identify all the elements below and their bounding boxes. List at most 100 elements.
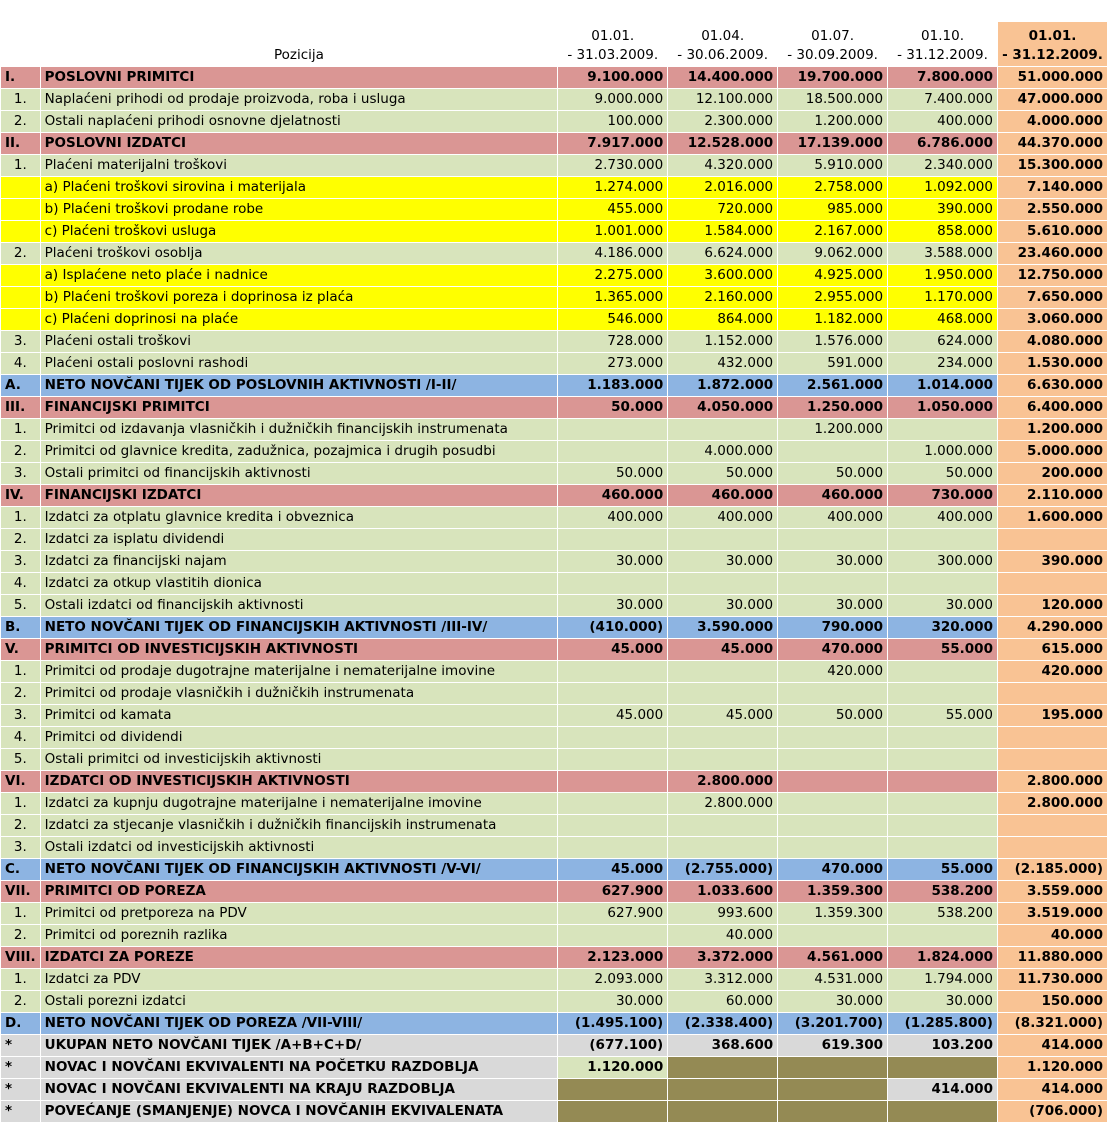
value-cell-q3: 790.000 xyxy=(777,616,889,639)
value-cell-q4: 400.000 xyxy=(887,506,998,529)
value-cell-year: 1.200.000 xyxy=(996,418,1108,441)
row-index xyxy=(0,286,41,309)
table-row: IV. FINANCIJSKI IZDATCI 460.000 460.000 460.… xyxy=(0,484,1108,507)
value-cell-q1: 1.001.000 xyxy=(557,220,669,243)
value-cell-q3 xyxy=(777,814,889,837)
table-row: 4. Izdatci za otkup vlastitih dionica xyxy=(0,572,1108,595)
value-cell-q4: 320.000 xyxy=(887,616,998,639)
value-cell-q4: 2.340.000 xyxy=(887,154,998,177)
row-index: 2. xyxy=(0,682,41,705)
row-index: IV. xyxy=(0,484,41,507)
value-cell-q4: 234.000 xyxy=(887,352,998,375)
value-cell-q3 xyxy=(777,792,889,815)
row-label: Primitci od poreznih razlika xyxy=(39,924,559,947)
value-cell-q2: 4.320.000 xyxy=(667,154,779,177)
value-cell-q4: 6.786.000 xyxy=(887,132,998,155)
value-cell-q2 xyxy=(667,1100,779,1123)
row-index: 2. xyxy=(0,924,41,947)
table-row: * NOVAC I NOVČANI EKVIVALENTI NA KRAJU RA… xyxy=(0,1078,1108,1101)
value-cell-q2: 45.000 xyxy=(667,704,779,727)
value-cell-q2: 2.800.000 xyxy=(667,792,779,815)
table-row: 2. Izdatci za stjecanje vlasničkih i dužn… xyxy=(0,814,1108,837)
value-cell-q2: 30.000 xyxy=(667,550,779,573)
value-cell-q3 xyxy=(777,836,889,859)
value-cell-q2: 1.584.000 xyxy=(667,220,779,243)
row-label: a) Plaćeni troškovi sirovina i materijal… xyxy=(39,176,559,199)
value-cell-year: 4.290.000 xyxy=(996,616,1108,639)
value-cell-q3 xyxy=(777,726,889,749)
row-label: UKUPAN NETO NOVČANI TIJEK /A+B+C+D/ xyxy=(39,1034,559,1057)
value-cell-q1: 45.000 xyxy=(557,858,669,881)
row-label: Ostali primitci od financijskih aktivnos… xyxy=(39,462,559,485)
row-index: 5. xyxy=(0,594,41,617)
value-cell-q3: 18.500.000 xyxy=(777,88,889,111)
value-cell-q1: 1.365.000 xyxy=(557,286,669,309)
row-index: 2. xyxy=(0,440,41,463)
value-cell-q4: 1.170.000 xyxy=(887,286,998,309)
row-index: 5. xyxy=(0,748,41,771)
row-index: 4. xyxy=(0,572,41,595)
value-cell-q4: 414.000 xyxy=(887,1078,998,1101)
value-cell-q2: 720.000 xyxy=(667,198,779,221)
row-label: Primitci od izdavanja vlasničkih i dužni… xyxy=(39,418,559,441)
value-cell-year: 120.000 xyxy=(996,594,1108,617)
value-cell-year: 7.650.000 xyxy=(996,286,1108,309)
value-cell-q4: 730.000 xyxy=(887,484,998,507)
value-cell-year: 5.000.000 xyxy=(996,440,1108,463)
row-index: II. xyxy=(0,132,41,155)
value-cell-q1: 1.120.000 xyxy=(557,1056,669,1079)
value-cell-q4: 300.000 xyxy=(887,550,998,573)
row-index: 4. xyxy=(0,352,41,375)
value-cell-q1 xyxy=(557,814,669,837)
row-label: c) Plaćeni doprinosi na plaće xyxy=(39,308,559,331)
row-index: 1. xyxy=(0,88,41,111)
value-cell-q4 xyxy=(887,770,998,793)
value-cell-year: 15.300.000 xyxy=(996,154,1108,177)
row-label: Ostali primitci od investicijskih aktivn… xyxy=(39,748,559,771)
value-cell-q2 xyxy=(667,748,779,771)
value-cell-q4: 1.824.000 xyxy=(887,946,998,969)
value-cell-q2: 4.050.000 xyxy=(667,396,779,419)
row-index xyxy=(0,308,41,331)
row-index: 1. xyxy=(0,968,41,991)
row-label: NETO NOVČANI TIJEK OD POSLOVNIH AKTIVNOS… xyxy=(39,374,559,397)
row-index: VIII. xyxy=(0,946,41,969)
table-row: B. NETO NOVČANI TIJEK OD FINANCIJSKIH AKT… xyxy=(0,616,1108,639)
value-cell-q3 xyxy=(777,770,889,793)
value-cell-q1: 546.000 xyxy=(557,308,669,331)
value-cell-q2: 2.016.000 xyxy=(667,176,779,199)
value-cell-q2: 12.100.000 xyxy=(667,88,779,111)
period-end: - 31.12.2009. xyxy=(897,47,988,63)
value-cell-year xyxy=(996,528,1108,551)
value-cell-q1: (410.000) xyxy=(557,616,669,639)
table-row: 4. Plaćeni ostali poslovni rashodi 273.000… xyxy=(0,352,1108,375)
value-cell-q3 xyxy=(777,682,889,705)
value-cell-q1 xyxy=(557,792,669,815)
row-index: V. xyxy=(0,638,41,661)
value-cell-year: 1.530.000 xyxy=(996,352,1108,375)
table-row: * UKUPAN NETO NOVČANI TIJEK /A+B+C+D/(677… xyxy=(0,1034,1108,1057)
value-cell-q1: 100.000 xyxy=(557,110,669,133)
table-row: 3. Plaćeni ostali troškovi 728.000 1.152.00… xyxy=(0,330,1108,353)
value-cell-q2 xyxy=(667,1056,779,1079)
value-cell-q3: 17.139.000 xyxy=(777,132,889,155)
value-cell-q4: 538.200 xyxy=(887,880,998,903)
value-cell-q1: 273.000 xyxy=(557,352,669,375)
value-cell-year: (2.185.000) xyxy=(996,858,1108,881)
value-cell-q2 xyxy=(667,682,779,705)
row-label: Primitci od prodaje dugotrajne materijal… xyxy=(39,660,559,683)
value-cell-q1: 30.000 xyxy=(557,990,669,1013)
value-cell-year xyxy=(996,682,1108,705)
row-label: Izdatci za stjecanje vlasničkih i dužnič… xyxy=(39,814,559,837)
value-cell-q3 xyxy=(777,528,889,551)
row-label: NETO NOVČANI TIJEK OD POREZA /VII-VIII/ xyxy=(39,1012,559,1035)
value-cell-q2: 2.300.000 xyxy=(667,110,779,133)
table-row: 1. Izdatci za kupnju dugotrajne materijal… xyxy=(0,792,1108,815)
row-index: 1. xyxy=(0,154,41,177)
row-index: 2. xyxy=(0,110,41,133)
value-cell-q2 xyxy=(667,726,779,749)
value-cell-year: 44.370.000 xyxy=(996,132,1108,155)
row-index: 1. xyxy=(0,792,41,815)
row-index: 3. xyxy=(0,704,41,727)
value-cell-year: 2.110.000 xyxy=(996,484,1108,507)
